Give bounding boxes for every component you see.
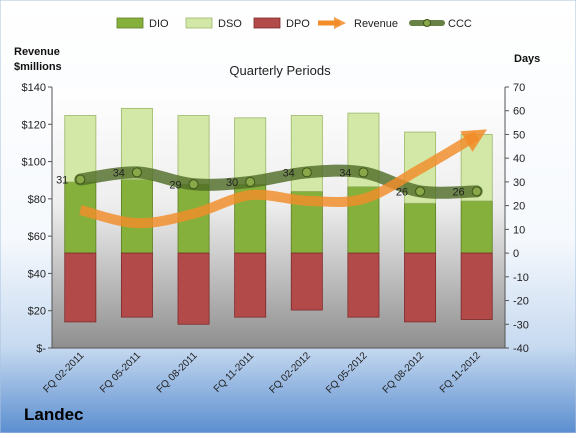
legend-label: DSO [218,18,242,30]
dpo-bar [177,252,210,325]
ccc-point [358,167,369,178]
legend-marker [423,19,431,27]
legend-label: CCC [448,18,472,30]
ccc-data-label: 31 [56,175,68,187]
dso-bar [64,115,97,183]
right-axis-tick-label: -20 [513,296,529,308]
ccc-point [415,186,426,197]
left-axis-label-line1: Revenue [14,46,60,58]
ccc-data-label: 26 [396,186,408,198]
ccc-data-label: 29 [169,179,181,191]
dpo-bar [234,252,267,318]
ccc-data-label: 34 [283,167,295,179]
dpo-bar [404,252,437,323]
dpo-bar [290,252,323,311]
dpo-bar [64,252,97,323]
left-axis-label-line2: $millions [14,61,62,73]
left-axis-tick-label: $80 [28,194,46,206]
ccc-data-label: 30 [226,177,238,189]
dio-bar [460,200,493,254]
right-axis-tick-label: 40 [513,153,525,165]
ccc-point [301,167,312,178]
ccc-point [131,167,142,178]
lines-layer: 31 34 29 30 34 34 26 26 [56,129,488,229]
right-axis-tick-label: -30 [513,319,529,331]
left-axis-tick-label: $20 [28,306,46,318]
legend-label: DPO [286,18,310,30]
dpo-bar [120,252,153,318]
ccc-point [188,179,199,190]
right-axis-tick-label: 10 [513,224,525,236]
ccc-point [471,186,482,197]
dio-bar [120,179,153,254]
right-axis-tick-label: 0 [513,248,519,260]
right-axis-label: Days [514,53,540,65]
right-axis-tick-label: -10 [513,272,529,284]
company-name: Landec [24,405,84,424]
right-axis-tick-label: 20 [513,201,525,213]
ccc-data-label: 26 [452,186,464,198]
legend: DIO DSO DPO Revenue CCC [116,16,472,30]
right-axis-tick-label: 70 [513,82,525,94]
ccc-data-label: 34 [113,167,125,179]
chart-title: Quarterly Periods [229,63,331,78]
legend-swatch [253,17,281,29]
left-axis-tick-label: $60 [28,231,46,243]
legend-label: DIO [149,18,169,30]
right-axis-tick-label: 30 [513,177,525,189]
dso-bar [290,115,323,192]
left-axis-tick-label: $100 [22,157,46,169]
dso-bar [234,117,267,185]
dso-bar [177,115,210,185]
ccc-data-label: 34 [339,167,351,179]
ccc-point [75,174,86,185]
legend-label: Revenue [354,18,398,30]
dpo-bar [460,252,493,320]
left-axis-tick-label: $- [36,343,46,355]
revenue-line [79,129,488,229]
left-axis-tick-label: $120 [22,119,46,131]
legend-swatch [116,17,144,29]
ccc-point [245,176,256,187]
right-axis-tick-label: 60 [513,106,525,118]
dpo-bar [347,252,380,318]
right-axis-tick-label: 50 [513,129,525,141]
legend-swatch [185,17,213,29]
left-axis-tick-label: $140 [22,82,46,94]
dio-bar [404,202,437,254]
left-axis-tick-label: $40 [28,268,46,280]
right-axis-tick-label: -40 [513,343,529,355]
